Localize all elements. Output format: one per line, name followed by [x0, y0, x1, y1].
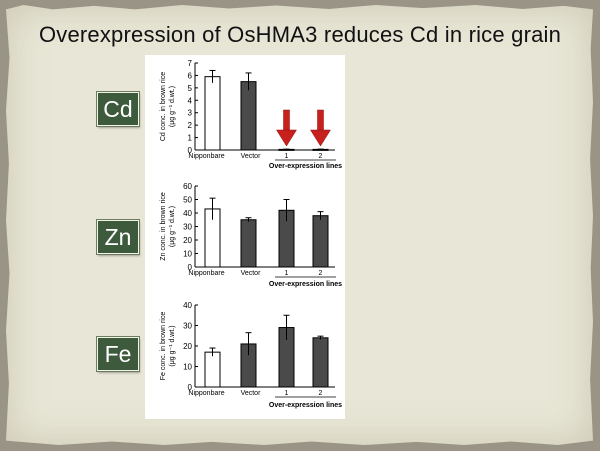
bar-vector [240, 219, 257, 268]
y-axis-label-line1: Fe conc. in brown rice [160, 312, 167, 381]
x-label-line-1: 1 [285, 390, 289, 397]
x-label-nipponbare: Nipponbare [188, 390, 224, 397]
zn-chart: 0 10 20 30 40 50 60 Zn conc. in brown rice (μg g… [145, 178, 345, 299]
y-tick-label: 60 [183, 182, 192, 191]
x-label-vector: Vector [241, 153, 262, 160]
y-tick-label: 3 [188, 109, 193, 118]
badge-fe: Fe [97, 337, 139, 371]
bar-2 [312, 215, 329, 268]
cd-chart: 0 1 2 3 4 5 6 7 Cd conc. in brown rice (μg g⁻¹ d.… [145, 55, 345, 182]
y-tick-label: 0 [188, 383, 193, 392]
x-label-line-2: 2 [319, 270, 323, 277]
red-arrow-shaft [283, 109, 290, 133]
y-tick-label: 20 [183, 236, 192, 245]
slide-title: Overexpression of OsHMA3 reduces Cd in r… [38, 22, 562, 47]
y-tick-label: 40 [183, 209, 192, 218]
bar-nipponbare [204, 351, 221, 388]
y-axis-label-line2: (μg g⁻¹ d.wt.) [169, 86, 176, 127]
y-tick-label: 7 [188, 59, 193, 68]
x-label-nipponbare: Nipponbare [188, 153, 224, 160]
y-tick-label: 2 [188, 121, 193, 130]
y-axis-label-line1: Cd conc. in brown rice [160, 72, 167, 141]
group-label: Over-expression lines [269, 281, 342, 288]
group-label: Over-expression lines [269, 402, 342, 409]
y-tick-label: 50 [183, 196, 192, 205]
badge-zn: Zn [97, 220, 139, 254]
x-label-line-1: 1 [285, 153, 289, 160]
badge-cd: Cd [97, 92, 139, 126]
y-tick-label: 1 [188, 134, 193, 143]
bar-vector [240, 81, 257, 151]
x-label-vector: Vector [241, 390, 262, 397]
x-label-vector: Vector [241, 270, 262, 277]
fe-chart: 0 10 20 30 40 Fe conc. in brown rice (μg g⁻¹ d… [145, 297, 345, 419]
y-tick-label: 0 [188, 263, 193, 272]
y-axis-label-line1: Zn conc. in brown rice [160, 192, 167, 261]
x-label-line-2: 2 [319, 153, 323, 160]
y-axis-label-line2: (μg g⁻¹ d.wt.) [169, 325, 176, 366]
y-tick-label: 30 [183, 322, 192, 331]
red-arrow-head [310, 129, 331, 147]
y-tick-label: 6 [188, 71, 193, 80]
x-label-nipponbare: Nipponbare [188, 270, 224, 277]
red-arrow-shaft [317, 109, 324, 133]
x-label-line-1: 1 [285, 270, 289, 277]
y-tick-label: 40 [183, 301, 192, 310]
bar-nipponbare [204, 76, 221, 151]
group-label: Over-expression lines [269, 163, 342, 170]
red-arrow-head [276, 129, 297, 147]
y-tick-label: 0 [188, 146, 193, 155]
y-tick-label: 10 [183, 363, 192, 372]
y-tick-label: 4 [188, 96, 193, 105]
y-tick-label: 20 [183, 342, 192, 351]
x-label-line-2: 2 [319, 390, 323, 397]
y-tick-label: 5 [188, 84, 193, 93]
y-axis-label-line2: (μg g⁻¹ d.wt.) [169, 206, 176, 247]
bar-2 [312, 337, 329, 388]
y-tick-label: 30 [183, 223, 192, 232]
y-tick-label: 10 [183, 250, 192, 259]
